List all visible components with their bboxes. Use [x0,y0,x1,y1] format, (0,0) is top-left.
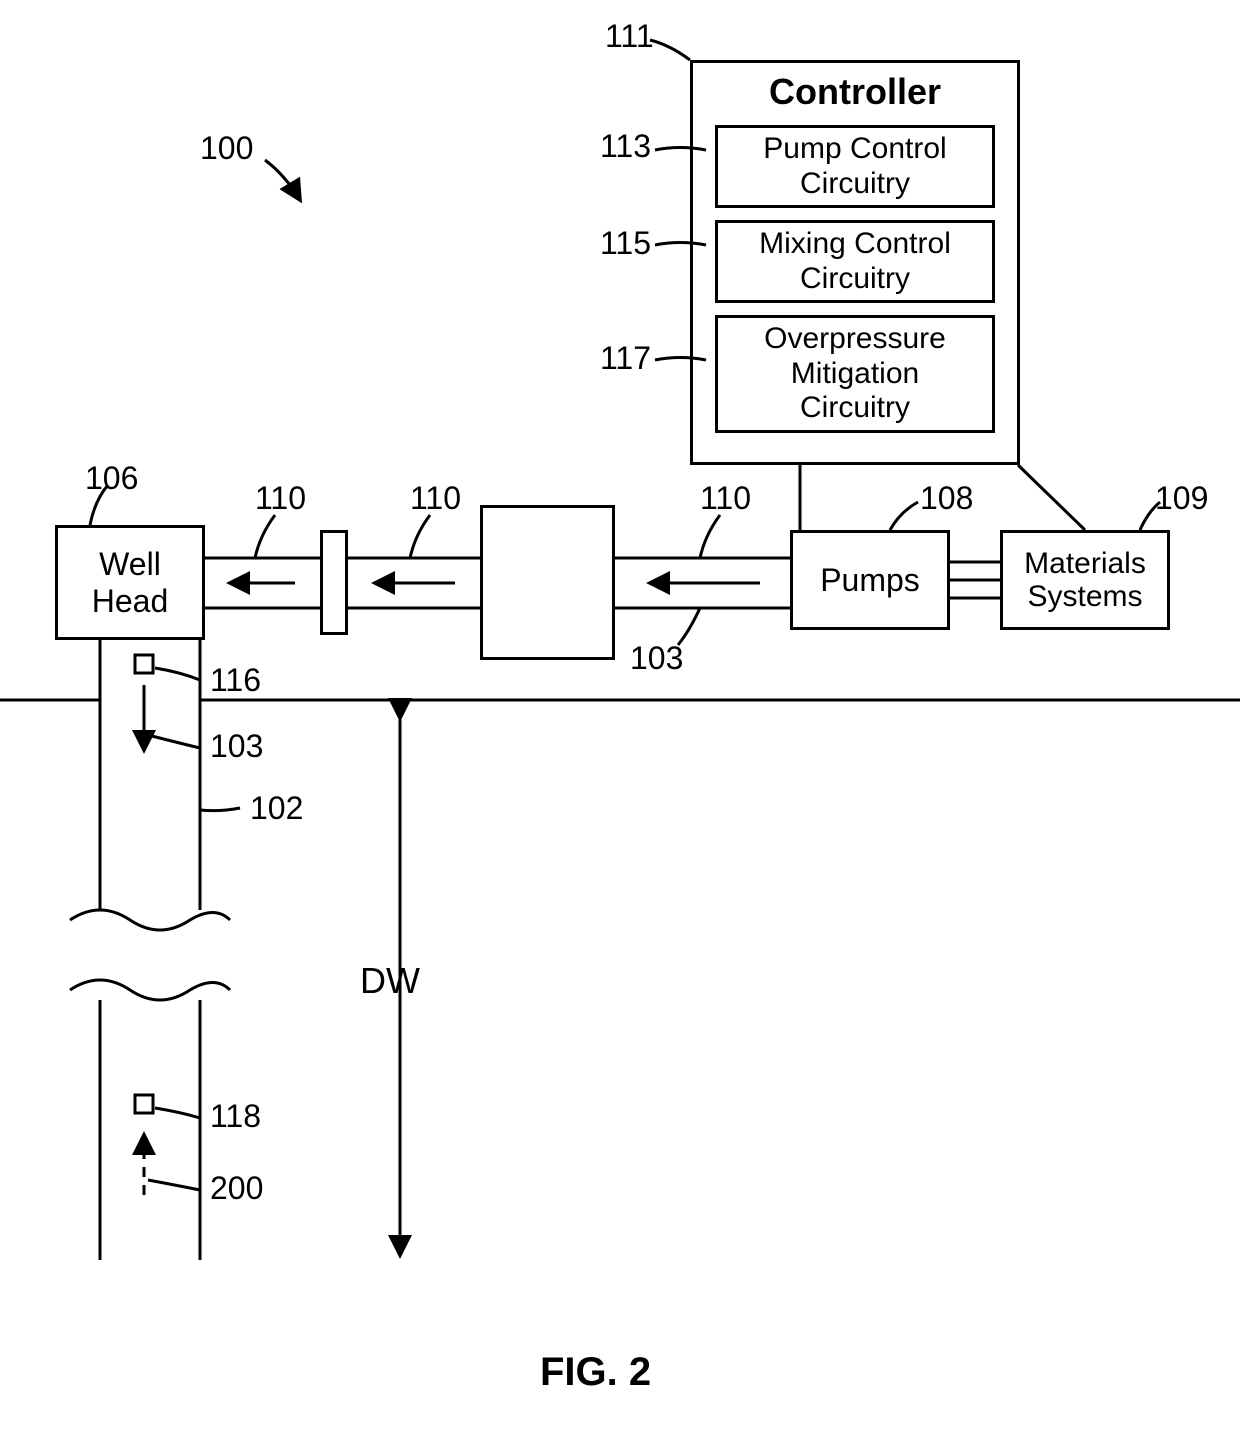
ref-106: 106 [85,460,138,497]
valve-block [320,530,348,635]
ref-111: 111 [605,18,654,55]
pumps-box: Pumps [790,530,950,630]
ref-200: 200 [210,1170,263,1207]
leader-110a [255,515,275,558]
ref-103-right: 103 [630,640,683,677]
ctrl-to-materials-line [1018,465,1085,530]
system-ref-arrow [265,160,300,200]
controller-title: Controller [769,71,941,113]
mixing-control-circuitry: Mixing Control Circuitry [715,220,995,303]
break-upper [70,910,230,930]
ref-103-mid: 103 [210,728,263,765]
ref-110c: 110 [700,480,751,517]
ref-115: 115 [600,225,651,262]
materials-systems-box: Materials Systems [1000,530,1170,630]
ref-118: 118 [210,1098,261,1135]
ref-117: 117 [600,340,651,377]
ref-116: 116 [210,662,261,699]
sensor-116 [135,655,153,673]
overpressure-mitigation-circuitry: Overpressure Mitigation Circuitry [715,315,995,433]
leader-108 [890,502,918,530]
ref-110a: 110 [255,480,306,517]
leader-111 [650,40,690,60]
dw-label: DW [360,960,420,1002]
controller-box: Controller Pump Control Circuitry Mixing… [690,60,1020,465]
leader-200 [148,1180,200,1190]
leader-102 [200,808,240,811]
leader-118 [155,1108,200,1118]
figure-caption: FIG. 2 [540,1350,651,1395]
leader-110c [700,515,720,558]
ref-109: 109 [1155,480,1208,517]
well-head-box: Well Head [55,525,205,640]
leader-110b [410,515,430,558]
break-lower [70,980,230,1000]
pump-control-circuitry: Pump Control Circuitry [715,125,995,208]
leader-103-mid [148,735,200,748]
sensor-118 [135,1095,153,1113]
ref-113: 113 [600,128,651,165]
mid-process-box [480,505,615,660]
ref-102: 102 [250,790,303,827]
ref-108: 108 [920,480,973,517]
diagram-lines [0,0,1240,1449]
ref-110b: 110 [410,480,461,517]
leader-116 [155,668,200,680]
ref-100: 100 [200,130,253,167]
